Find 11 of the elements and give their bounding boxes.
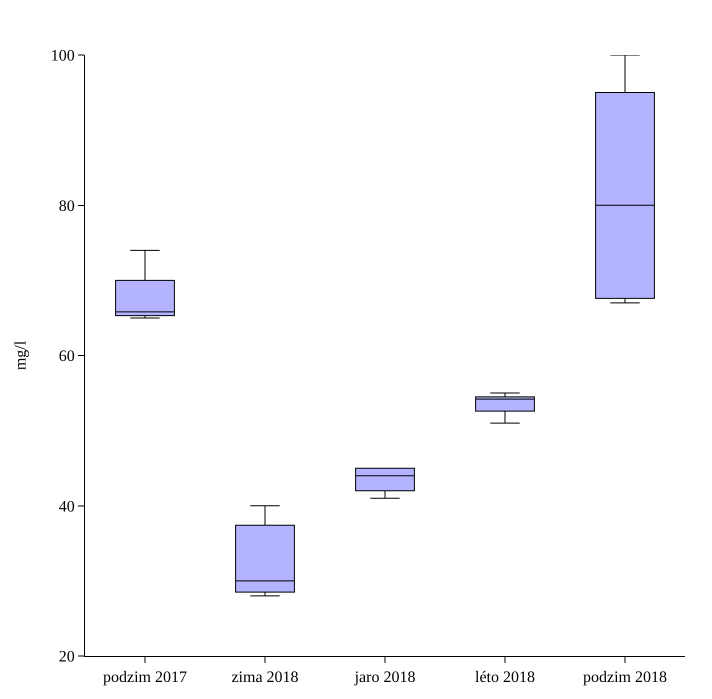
y-tick-label: 80 bbox=[58, 198, 75, 215]
x-tick-label: podzim 2018 bbox=[583, 669, 667, 686]
y-tick-label: 40 bbox=[58, 498, 75, 516]
x-tick-label: léto 2018 bbox=[475, 669, 535, 686]
x-tick-label: zima 2018 bbox=[231, 669, 299, 686]
y-tick-label: 60 bbox=[58, 348, 75, 366]
x-tick-label: jaro 2018 bbox=[354, 669, 416, 686]
y-axis-title: mg/l bbox=[12, 340, 30, 370]
x-tick-label: podzim 2017 bbox=[103, 669, 187, 686]
y-tick-label: 20 bbox=[58, 648, 75, 666]
y-tick-label: 100 bbox=[50, 48, 75, 65]
